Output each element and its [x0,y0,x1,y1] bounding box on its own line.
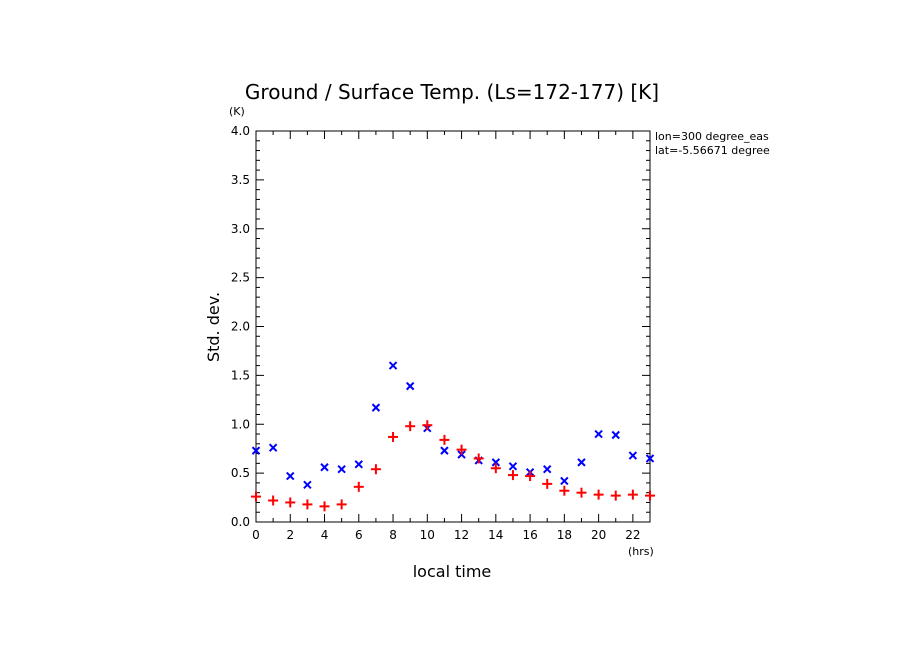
plus-marker-point [559,485,570,496]
x-axis-unit: (hrs) [628,545,654,558]
plus-marker-point [542,478,553,489]
x-axis-label: local time [413,562,492,581]
x-tick-label: 18 [557,528,572,542]
annotation-lon: lon=300 degree_eas [655,130,769,143]
plus-marker-point [645,490,655,501]
y-tick-label: 1.5 [231,368,250,382]
plus-marker-point [610,490,621,501]
x-marker-point [628,451,638,460]
plus-marker-point [456,444,467,455]
plus-marker-point [285,497,296,508]
y-tick-label: 0.5 [231,466,250,480]
x-marker-point [286,471,295,481]
x-tick-label: 2 [286,528,294,542]
x-marker-point [577,458,586,467]
x-marker-point [320,463,329,472]
x-tick-label: 4 [321,528,329,542]
plus-marker-point [507,470,518,481]
y-tick-label: 2.0 [231,320,250,334]
x-marker-point [251,446,261,455]
x-marker-point [543,465,552,474]
x-marker-point [645,454,655,463]
x-marker-point [405,381,415,391]
x-tick-label: 22 [625,528,640,542]
plus-marker-point [353,481,364,492]
y-axis-label: Std. dev. [204,292,223,362]
x-marker-point [611,430,620,440]
plus-marker-point [576,487,587,498]
plus-marker-point [525,471,536,482]
plus-marker-point [473,453,484,464]
x-tick-label: 8 [389,528,397,542]
x-marker-point [337,465,346,474]
x-marker-point [354,460,363,469]
y-tick-label: 4.0 [231,124,250,138]
x-tick-label: 20 [591,528,606,542]
plus-marker-point [422,420,433,431]
x-marker-point [560,476,569,486]
x-marker-point [440,446,449,455]
plus-marker-point [627,489,638,500]
x-tick-label: 16 [522,528,537,542]
plus-marker-point [302,499,313,510]
x-marker-point [268,443,278,452]
x-tick-label: 0 [252,528,260,542]
y-tick-label: 0.0 [231,515,250,529]
y-tick-label: 3.5 [231,173,250,187]
x-tick-label: 6 [355,528,363,542]
x-marker-point [303,480,312,490]
plus-marker-point [336,499,347,510]
plot-frame [255,130,651,523]
y-tick-label: 2.5 [231,271,250,285]
x-marker-point [371,403,381,412]
plus-marker-point [370,464,381,475]
x-tick-label: 12 [454,528,469,542]
plus-marker-point [490,463,501,474]
x-marker-point [388,361,398,370]
plus-marker-point [268,495,279,506]
plus-marker-point [593,489,604,500]
y-tick-label: 3.0 [231,222,250,236]
annotation-lat: lat=-5.56671 degree [655,144,770,157]
plus-marker-point [405,421,416,432]
chart-title: Ground / Surface Temp. (Ls=172-177) [K] [245,80,659,104]
plus-marker-point [319,501,330,512]
plus-marker-point [439,434,450,445]
y-tick-label: 1.0 [231,417,250,431]
data-points [251,361,655,512]
axis-ticks: 0 2 4 6 8 10 12 14 16 18 20 22 0.0 0.5 1.0 1.5 2.0 2.5 3.0… [231,124,650,542]
plus-marker-point [388,431,399,442]
x-marker-point [508,462,518,471]
x-tick-label: 10 [420,528,435,542]
plus-marker-point [251,491,261,502]
x-marker-point [491,458,501,467]
y-axis-unit: (K) [229,105,245,118]
x-marker-point [594,429,603,439]
x-tick-label: 14 [488,528,503,542]
